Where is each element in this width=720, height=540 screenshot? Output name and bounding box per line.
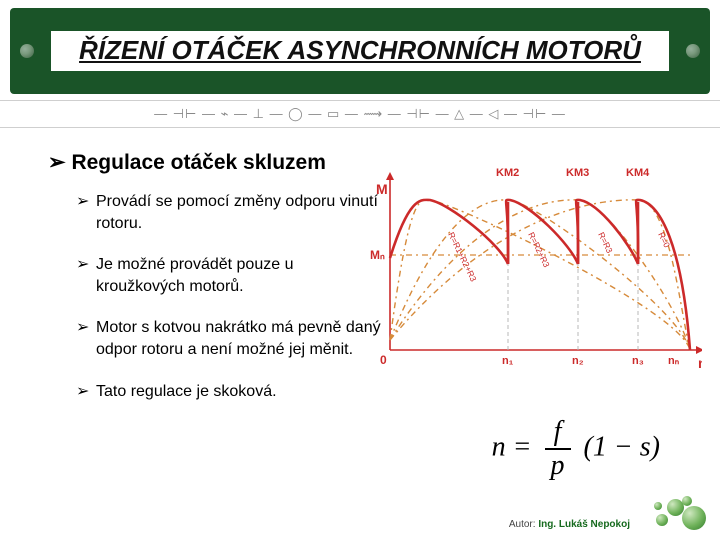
formula-tail: (1 − s) <box>584 431 660 462</box>
formula-lhs: n <box>492 431 506 462</box>
formula-denominator: p <box>545 450 571 482</box>
author-credit: Autor: Ing. Lukáš Nepokoj <box>509 519 630 530</box>
formula-numerator: f <box>545 416 571 450</box>
svg-text:KM3: KM3 <box>566 167 589 179</box>
svg-text:0: 0 <box>380 353 387 367</box>
bubble-icon <box>654 502 662 510</box>
svg-text:R=0: R=0 <box>656 230 672 249</box>
sub-bullet: Provádí se pomocí změny odporu vinutí ro… <box>76 191 386 234</box>
svg-text:R=R1+R2+R3: R=R1+R2+R3 <box>446 230 479 283</box>
sub-bullet-list: Provádí se pomocí změny odporu vinutí ro… <box>76 191 386 402</box>
page-title: ŘÍZENÍ OTÁČEK ASYNCHRONNÍCH MOTORŮ <box>79 35 641 66</box>
svg-text:R=R2+R3: R=R2+R3 <box>526 230 552 269</box>
svg-text:nₙ: nₙ <box>668 355 680 367</box>
torque-speed-chart: M Mₙ n 0 n₁ KM2 R=R1+R2+R3 n₂ KM3 R=R2+R3 n₃ KM4 R=R… <box>362 150 702 380</box>
author-name: Ing. Lukáš Nepokoj <box>538 519 630 530</box>
sub-bullet: Motor s kotvou nakrátko má pevně daný od… <box>76 317 386 360</box>
formula-fraction: f p <box>545 416 571 482</box>
bubble-icon <box>682 496 692 506</box>
svg-text:n: n <box>698 355 702 371</box>
svg-text:R=R3: R=R3 <box>596 230 615 254</box>
svg-text:n₃: n₃ <box>632 355 644 367</box>
author-prefix: Autor: <box>509 519 536 530</box>
title-band: ŘÍZENÍ OTÁČEK ASYNCHRONNÍCH MOTORŮ <box>10 8 710 94</box>
circuit-decor-strip: — ⊣⊢ — ⌁ — ⊥ — ◯ — ▭ — ⟿ — ⊣⊢ — △ — ◁ — … <box>0 100 720 128</box>
bubble-icon <box>656 514 668 526</box>
logo-bubbles <box>636 490 706 530</box>
svg-text:M: M <box>376 181 388 197</box>
title-box: ŘÍZENÍ OTÁČEK ASYNCHRONNÍCH MOTORŮ <box>51 31 669 70</box>
bubble-icon <box>682 506 706 530</box>
svg-text:n₂: n₂ <box>572 355 584 367</box>
sub-bullet: Tato regulace je skoková. <box>76 381 386 403</box>
svg-text:KM2: KM2 <box>496 167 519 179</box>
svg-text:Mₙ: Mₙ <box>370 248 385 262</box>
speed-formula: n = f p (1 − s) <box>492 416 660 482</box>
svg-text:KM4: KM4 <box>626 167 650 179</box>
sub-bullet: Je možné provádět pouze u kroužkových mo… <box>76 254 386 297</box>
circuit-glyphs: — ⊣⊢ — ⌁ — ⊥ — ◯ — ▭ — ⟿ — ⊣⊢ — △ — ◁ — … <box>154 106 566 122</box>
svg-text:n₁: n₁ <box>502 355 514 367</box>
chart-svg: M Mₙ n 0 n₁ KM2 R=R1+R2+R3 n₂ KM3 R=R2+R3 n₃ KM4 R=R… <box>362 150 702 380</box>
equals-sign: = <box>513 431 539 462</box>
